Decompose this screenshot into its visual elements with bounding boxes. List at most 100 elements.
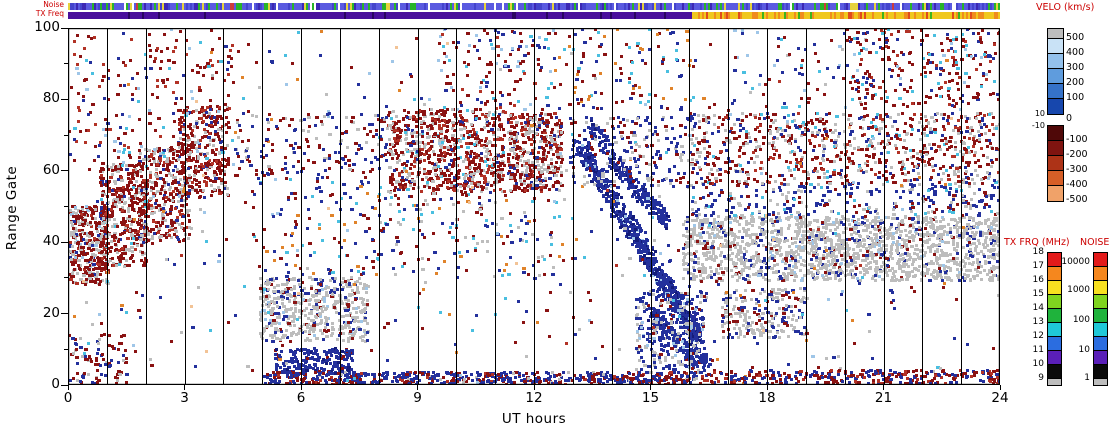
x-tick-mark-0 [67,385,69,390]
colorbar-cell [1048,54,1063,69]
y-tick-mark-80 [61,98,68,100]
colorbar-cell [1094,351,1107,365]
velo-tick--500: -500 [1066,194,1088,205]
colorbar-cell [1048,69,1063,84]
x-tick-mark-15 [650,385,651,390]
colorbar-cell [1094,309,1107,323]
x-tick-label-6: 6 [296,390,306,406]
y-minor-tick-50 [64,206,68,207]
colorbar-cell [1048,253,1061,267]
colorbar-cell [1048,141,1063,156]
txfrq-tick-11: 11 [1032,345,1044,355]
txfrq-tick-15: 15 [1032,289,1044,299]
colorbar-cell [1048,281,1061,295]
colorbar-cell [1094,281,1107,295]
y-axis-title: Range Gate [4,165,20,251]
x-tick-mark-9 [417,385,418,390]
y-tick-mark-20 [61,313,68,315]
noise-strip [68,3,1000,10]
noise-colorbar [1093,252,1108,386]
x-tick-label-18: 18 [758,390,776,406]
colorbar-cell [1094,253,1107,267]
y-tick-label-20: 20 [42,304,60,321]
y-tick-label-100: 100 [34,19,60,35]
velo-tick-plus10: 10 [1034,109,1045,118]
velo-tick-300: 300 [1066,62,1085,73]
y-minor-tick-70 [64,134,68,136]
x-axis-title: UT hours [501,411,567,427]
noise-tick-100: 100 [1072,315,1090,325]
y-tick-label-60: 60 [42,161,60,178]
colorbar-cell [1048,365,1061,379]
x-tick-mark-21 [883,385,884,390]
txfrq-colorbar [1047,252,1062,386]
x-tick-mark-6 [300,385,302,390]
y-minor-tick-90 [64,63,68,65]
noise-tick-10000: 10000 [1061,257,1090,267]
y-minor-tick-10 [64,348,68,350]
velocity-scatter-canvas [68,28,1000,385]
noise-colorbar-title: NOISE [1080,237,1110,248]
txfrq-tick-18: 18 [1032,247,1044,257]
y-tick-mark-60 [61,170,68,172]
colorbar-cell [1048,39,1063,54]
txfreq-strip-label: TX Freq [35,9,64,18]
txfrq-tick-13: 13 [1032,317,1044,327]
colorbar-cell [1048,171,1063,186]
velo-tick--300: -300 [1066,164,1088,175]
colorbar-cell [1048,323,1061,337]
velo-tick-500: 500 [1066,32,1085,43]
colorbar-cell [1094,323,1107,337]
x-tick-label-15: 15 [641,390,660,406]
colorbar-cell [1094,365,1107,379]
velo-tick-0: 0 [1066,113,1073,124]
noise-tick-10: 10 [1078,345,1090,355]
y-tick-mark-0 [61,384,68,386]
colorbar-cell [1048,84,1063,99]
velo-tick-minus10: -10 [1031,121,1045,130]
colorbar-cell [1048,29,1063,39]
x-tick-mark-12 [533,385,535,390]
velo-tick-200: 200 [1066,77,1085,88]
colorbar-cell [1094,267,1107,281]
y-tick-mark-40 [61,241,68,243]
txfrq-tick-9: 9 [1038,373,1044,383]
colorbar-cell [1094,379,1107,385]
noise-tick-1: 1 [1084,373,1090,383]
y-tick-label-40: 40 [42,233,60,250]
y-tick-mark-100 [61,27,68,29]
colorbar-cell [1048,295,1061,309]
x-tick-mark-18 [766,385,768,390]
velocity-colorbar-title: VELO (km/s) [1036,2,1095,13]
colorbar-cell [1094,295,1107,309]
x-tick-label-24: 24 [991,390,1009,406]
x-tick-mark-24 [999,385,1001,390]
txfrq-colorbar-title: TX FRQ (MHz) [1004,237,1070,248]
noise-strip-label: Noise [43,0,64,9]
velocity-colorbar-positive [1047,28,1064,115]
colorbar-cell [1048,156,1063,171]
colorbar-cell [1048,126,1063,141]
txfrq-tick-16: 16 [1032,275,1044,285]
txfrq-tick-12: 12 [1032,331,1044,341]
noise-tick-1000: 1000 [1067,285,1090,295]
colorbar-cell [1048,351,1061,365]
colorbar-cell [1048,99,1063,114]
x-tick-label-12: 12 [525,390,543,406]
x-tick-label-9: 9 [413,390,422,406]
velo-tick--400: -400 [1066,179,1088,190]
txfrq-tick-17: 17 [1032,261,1044,271]
velo-tick-100: 100 [1066,92,1085,103]
colorbar-cell [1048,186,1063,201]
txfreq-strip [68,12,1000,19]
colorbar-cell [1048,267,1061,281]
y-tick-label-80: 80 [42,90,60,107]
velo-tick--200: -200 [1066,149,1088,160]
colorbar-cell [1048,337,1061,351]
txfrq-tick-14: 14 [1032,303,1044,313]
colorbar-cell [1048,309,1061,323]
colorbar-cell [1048,379,1061,385]
y-minor-tick-30 [64,277,68,279]
x-tick-label-21: 21 [874,390,893,406]
